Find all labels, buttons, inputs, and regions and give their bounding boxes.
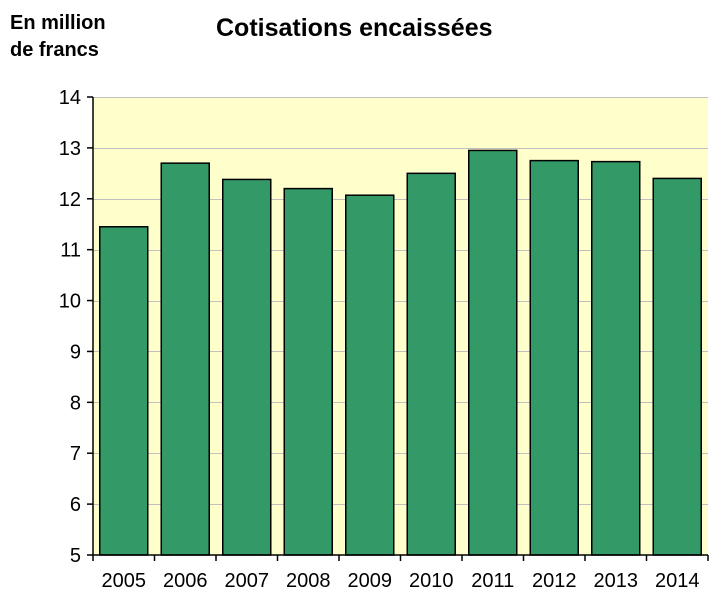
bar-2011 <box>468 149 518 556</box>
y-tick-label-12: 12 <box>59 189 81 211</box>
bars <box>99 149 702 556</box>
bar-2006 <box>160 162 210 556</box>
chart-title: Cotisations encaissées <box>216 14 493 42</box>
y-tick-label-10: 10 <box>59 291 81 313</box>
x-tick-label-2012: 2012 <box>532 570 577 591</box>
y-axis-unit-label-line-1: En million <box>10 12 106 34</box>
bar-2007 <box>222 178 272 556</box>
y-tick-label-6: 6 <box>70 494 81 516</box>
x-tick-label-2005: 2005 <box>102 570 147 591</box>
y-tick-label-14: 14 <box>59 87 81 109</box>
x-tick-label-2011: 2011 <box>471 570 514 591</box>
bar-2013 <box>591 160 641 556</box>
bar-2009 <box>345 194 395 556</box>
y-tick-label-9: 9 <box>70 341 81 363</box>
bar-2008 <box>283 187 333 556</box>
x-tick-label-2008: 2008 <box>286 570 331 591</box>
bar-2014 <box>652 177 702 556</box>
bar-2010 <box>406 172 456 556</box>
x-tick-label-2006: 2006 <box>163 570 208 591</box>
y-tick-label-11: 11 <box>60 240 81 262</box>
y-tick-label-5: 5 <box>70 545 81 567</box>
x-tick-label-2010: 2010 <box>409 570 454 591</box>
y-tick-labels: 5 6 7 8 9 10 11 12 13 14 <box>59 87 81 567</box>
bar-2012 <box>529 159 579 556</box>
x-tick-label-2014: 2014 <box>655 570 700 591</box>
axes <box>87 96 709 561</box>
y-tick-label-13: 13 <box>59 138 81 160</box>
y-axis-unit-label-line-2: de francs <box>10 39 99 61</box>
y-axis-unit-label: En million de francs <box>10 10 106 64</box>
x-tick-label-2013: 2013 <box>594 570 639 591</box>
x-tick-label-2009: 2009 <box>348 570 393 591</box>
y-tick-label-7: 7 <box>70 443 81 465</box>
x-tick-labels: 2005 2006 2007 2008 2009 2010 2011 2012 2013 2014 <box>102 570 700 591</box>
y-tick-label-8: 8 <box>70 392 81 414</box>
x-tick-label-2007: 2007 <box>225 570 270 591</box>
bar-2005 <box>99 226 149 556</box>
